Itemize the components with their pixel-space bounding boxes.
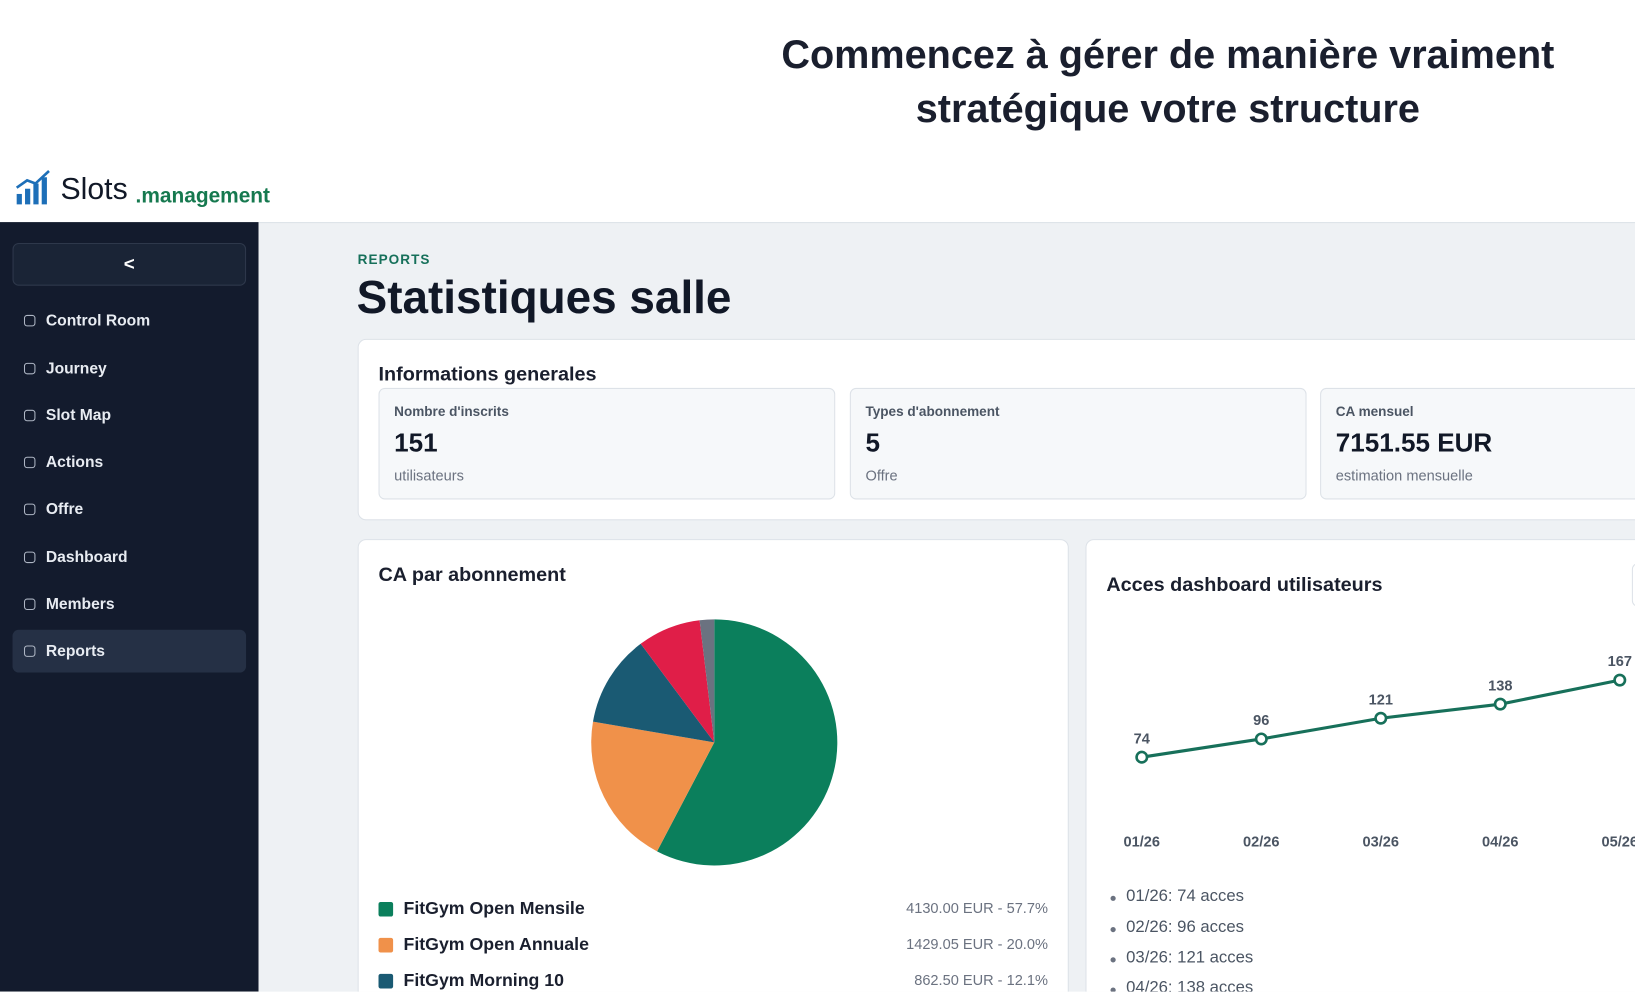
logo-icon [15, 170, 50, 205]
stat-unit: Offre [865, 467, 898, 484]
pie-slice [699, 619, 715, 743]
page-title: Statistiques salle [356, 272, 732, 324]
pie-slice [592, 643, 715, 743]
logo-name: Slots [60, 173, 128, 207]
line-chart: Acces dashboard utilisateurs 74 01/26 96 02/… [1106, 574, 1635, 850]
eyebrow: REPORTS [357, 251, 431, 267]
data-label: 96 [1253, 713, 1269, 729]
nav-item[interactable]: Offre [13, 488, 247, 531]
list-item: 03/26: 121 acces [1110, 948, 1254, 967]
nav-item[interactable]: Members [13, 583, 247, 626]
chart-title: Acces dashboard utilisateurs [1106, 574, 1382, 596]
list-item: 04/26: 138 acces [1110, 979, 1253, 992]
line-card: Acces dashboard utilisateurs 74 01/26 96 02/… [1085, 539, 1635, 992]
legend-value: 1429.05 EUR - 20.0% [906, 937, 1048, 953]
nav-label: Actions [45, 453, 104, 472]
nav-label: Dashboard [45, 548, 128, 567]
nav-label: Slot Map [45, 406, 112, 425]
logo-suffix: .management [135, 184, 271, 208]
stat-box: CA mensuel 7151.55 EUR estimation mensue… [1320, 387, 1635, 500]
x-tick-label: 01/26 [1124, 834, 1160, 850]
nav-label: Control Room [45, 311, 151, 330]
legend-swatch [378, 937, 394, 953]
nav-label: Members [45, 595, 115, 614]
stat-value: 5 [865, 428, 880, 458]
chart-title: CA par abonnement [379, 564, 567, 586]
line-point [1135, 750, 1149, 764]
list-item: 02/26: 96 acces [1110, 918, 1244, 937]
nav-label: Reports [45, 642, 105, 661]
stat-label: Nombre d'inscrits [394, 403, 509, 420]
x-tick-label: 04/26 [1482, 834, 1518, 850]
legend-swatch [378, 973, 394, 989]
stat-unit: estimation mensuelle [1335, 467, 1473, 484]
nav-item[interactable]: Slot Map [13, 394, 247, 437]
main: REPORTS Statistiques salle Informations … [258, 222, 1635, 992]
list-item: 01/26: 74 acces [1110, 887, 1244, 906]
stat-box: Nombre d'inscrits 151 utilisateurs [378, 387, 836, 500]
legend-label: FitGym Open Mensile [404, 898, 585, 918]
legend-swatch [378, 901, 394, 917]
line-point [1493, 697, 1507, 711]
card-title: Informations generales [378, 363, 597, 386]
line-point [1374, 711, 1388, 725]
data-label: 74 [1134, 731, 1151, 747]
x-tick-label: 02/26 [1243, 834, 1279, 850]
info-card: Informations generales Nombre d'inscrits… [357, 338, 1635, 521]
x-tick-label: 05/26 [1602, 834, 1635, 850]
data-label: 138 [1488, 678, 1512, 694]
stat-label: CA mensuel [1335, 403, 1414, 420]
legend-label: FitGym Morning 10 [404, 970, 565, 990]
nav-item[interactable]: Actions [13, 441, 247, 484]
headline: Commencez à gérer de manière vraiment [781, 33, 1555, 78]
line-point [1613, 673, 1627, 687]
legend-value: 862.50 EUR - 12.1% [914, 973, 1048, 989]
stat-box: Types d'abonnement 5 Offre [849, 387, 1307, 500]
sidebar: < Control Room Journey Slot Map Actions … [0, 222, 259, 992]
legend-value: 4130.00 EUR - 57.7% [906, 901, 1048, 917]
stat-value: 151 [394, 428, 438, 458]
stat-label: Types d'abonnement [865, 403, 1000, 420]
pie-card: CA par abonnement FitGym Open Mensile 4130… [357, 539, 1069, 992]
x-tick-label: 03/26 [1363, 834, 1399, 850]
legend-label: FitGym Open Annuale [404, 934, 590, 954]
headline: stratégique votre structure [915, 87, 1420, 132]
pie-slice [591, 721, 715, 852]
pie-chart: CA par abonnement FitGym Open Mensile 4130… [378, 564, 1048, 990]
stat-value: 7151.55 EUR [1335, 428, 1493, 458]
stat-unit: utilisateurs [394, 467, 464, 484]
nav-label: Offre [45, 500, 84, 519]
nav-item[interactable]: Journey [13, 347, 247, 390]
pie-slice [657, 619, 838, 866]
data-label: 121 [1369, 692, 1393, 708]
nav-item[interactable]: Control Room [13, 299, 247, 342]
data-label: 167 [1608, 654, 1632, 670]
nav-label: Journey [45, 359, 107, 378]
line-point [1254, 732, 1268, 746]
nav-item[interactable]: Dashboard [13, 536, 247, 579]
nav-item[interactable]: Reports [12, 629, 247, 673]
pie-slice [640, 620, 715, 743]
sidebar-toggle[interactable]: < [12, 242, 247, 286]
